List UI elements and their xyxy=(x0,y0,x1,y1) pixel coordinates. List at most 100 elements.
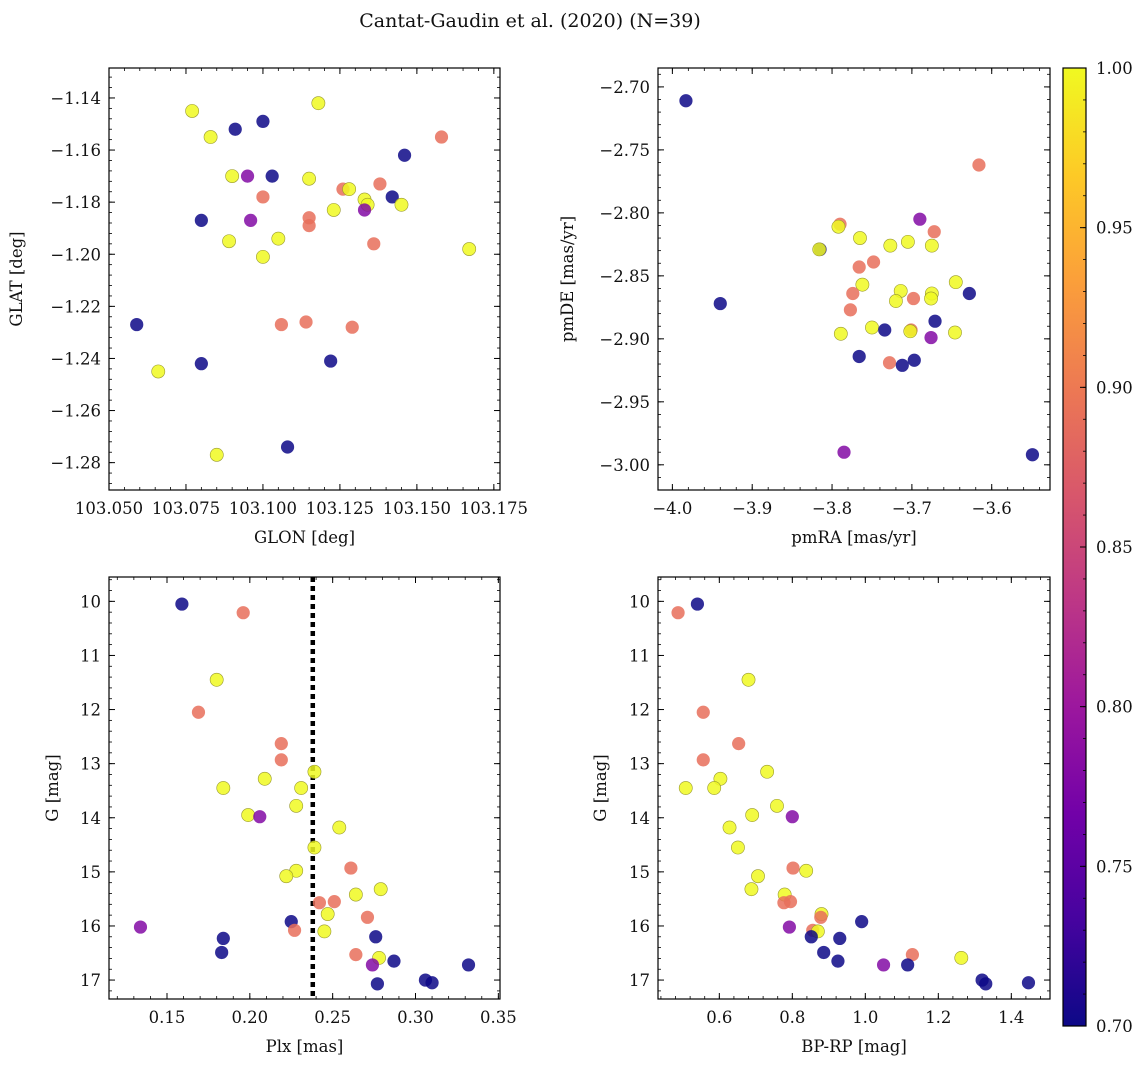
data-point xyxy=(954,950,969,965)
data-point xyxy=(274,317,289,332)
data-point xyxy=(913,212,927,226)
data-point xyxy=(866,255,881,269)
data-point xyxy=(311,96,326,111)
data-point xyxy=(307,840,322,855)
data-point xyxy=(228,122,242,136)
data-point xyxy=(203,130,218,144)
data-point xyxy=(302,171,317,186)
data-point xyxy=(690,597,705,611)
x-tick-label: −3.8 xyxy=(812,499,852,518)
data-point xyxy=(924,330,938,345)
data-point xyxy=(883,238,898,253)
x-tick-label: 103.050 xyxy=(75,499,143,518)
data-point xyxy=(240,169,255,183)
data-point xyxy=(878,323,892,337)
data-point xyxy=(151,364,166,379)
data-point xyxy=(760,764,775,779)
data-point xyxy=(271,231,286,246)
data-point xyxy=(307,764,322,779)
y-tick-label: −1.26 xyxy=(50,402,101,421)
data-point xyxy=(357,203,372,217)
data-point xyxy=(317,924,332,939)
data-point xyxy=(799,863,814,878)
data-point xyxy=(876,958,891,972)
data-point xyxy=(744,882,759,897)
data-point xyxy=(274,737,288,751)
x-tick-label: 103.075 xyxy=(152,499,220,518)
y-tick-label: 15 xyxy=(80,863,101,882)
data-point xyxy=(133,920,148,934)
data-point xyxy=(175,597,189,611)
data-point xyxy=(185,104,200,118)
x-tick-label: 0.35 xyxy=(480,1008,517,1027)
data-point xyxy=(962,286,976,301)
data-point xyxy=(385,190,399,204)
x-axis-label: BP-RP [mag] xyxy=(801,1037,907,1056)
data-point xyxy=(903,324,918,339)
data-point xyxy=(831,219,846,234)
data-point xyxy=(302,218,316,233)
data-point xyxy=(256,249,270,264)
panel-plx_g: 0.15 0.20 0.25 0.30 0.35 10 11 12 13 14 15 16 17 Plx … xyxy=(43,576,517,1056)
data-point xyxy=(253,810,267,824)
data-point xyxy=(274,753,288,767)
data-point xyxy=(265,169,279,183)
data-point xyxy=(370,977,384,991)
plot-frame xyxy=(108,67,501,491)
y-tick-label: −2.70 xyxy=(599,78,650,97)
y-tick-label: −2.80 xyxy=(599,204,650,223)
data-point xyxy=(679,94,693,108)
points-group xyxy=(130,96,477,462)
colorbar-tick-label: 0.75 xyxy=(1096,857,1133,876)
data-point xyxy=(327,895,341,909)
data-point xyxy=(332,820,347,835)
x-tick-label: 103.125 xyxy=(306,499,374,518)
data-point xyxy=(344,861,358,875)
data-point xyxy=(927,225,941,239)
data-point xyxy=(696,753,710,767)
data-point xyxy=(814,910,828,924)
data-point xyxy=(843,303,858,317)
y-tick-label: 13 xyxy=(80,755,101,774)
colorbar-tick-label: 0.85 xyxy=(1096,538,1133,557)
y-tick-label: −2.85 xyxy=(599,267,650,286)
data-point xyxy=(833,326,848,341)
data-point xyxy=(972,158,986,172)
y-tick-label: −1.24 xyxy=(50,349,101,368)
y-tick-label: −1.16 xyxy=(50,141,101,160)
data-point xyxy=(342,182,357,197)
data-point xyxy=(299,315,313,329)
data-point xyxy=(209,447,224,462)
data-point xyxy=(225,169,240,184)
x-tick-label: 103.150 xyxy=(383,499,451,518)
x-axis-label: Plx [mas] xyxy=(266,1037,344,1056)
data-point xyxy=(369,930,383,944)
data-point xyxy=(783,895,798,909)
data-point xyxy=(130,317,144,332)
data-point xyxy=(397,148,412,162)
data-point xyxy=(817,945,831,960)
y-tick-label: 14 xyxy=(80,809,101,828)
data-point xyxy=(294,781,309,795)
data-point xyxy=(782,920,796,934)
y-tick-label: −1.20 xyxy=(50,245,101,264)
data-point xyxy=(367,237,381,251)
colorbar-tick-label: 0.70 xyxy=(1096,1017,1133,1036)
colorbar-tick-label: 1.00 xyxy=(1096,59,1133,78)
data-point xyxy=(461,958,476,972)
data-point xyxy=(731,840,745,855)
data-point xyxy=(732,737,746,751)
data-point xyxy=(928,314,942,328)
y-tick-label: 17 xyxy=(629,971,650,990)
panel-glon_glat: 103.050 103.075 103.100 103.125 103.150 103.1… xyxy=(7,67,528,547)
x-tick-label: 0.15 xyxy=(149,1008,186,1027)
y-tick-label: −2.95 xyxy=(599,393,650,412)
data-point xyxy=(256,190,270,204)
colorbar-tick-label: 0.80 xyxy=(1096,698,1133,717)
data-point xyxy=(194,357,208,371)
colorbar-tick-label: 0.95 xyxy=(1096,219,1133,238)
data-point xyxy=(722,820,737,835)
x-tick-label: 103.100 xyxy=(229,499,297,518)
data-point xyxy=(1025,448,1040,462)
data-point xyxy=(804,930,818,944)
